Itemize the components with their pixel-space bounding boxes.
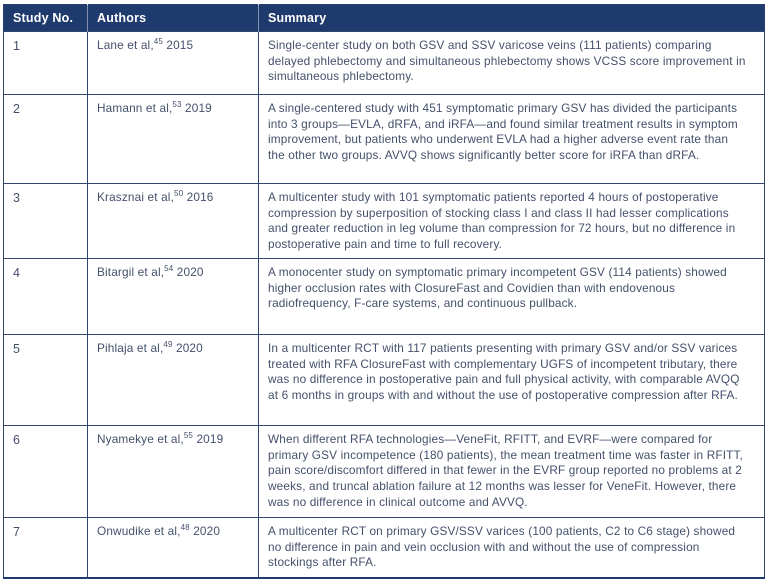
authors-cell: Hamann et al,53 2019	[87, 94, 259, 184]
study-no-cell: 5	[3, 334, 88, 427]
author-year: 2015	[162, 38, 194, 52]
author-name: Nyamekye et al,	[97, 432, 184, 447]
study-summary-table: Study No. Authors Summary 1 Lane et al,4…	[3, 4, 765, 579]
reference-superscript: 53	[172, 100, 182, 110]
study-no-cell: 1	[3, 31, 88, 95]
table-row: 4 Bitargil et al,54 2020 A monocenter st…	[3, 258, 765, 336]
study-no-cell: 3	[3, 182, 88, 260]
summary-cell: A multicenter RCT on primary GSV/SSV var…	[258, 517, 765, 579]
authors-cell: Pihlaja et al,49 2020	[87, 334, 259, 427]
authors-cell: Onwudike et al,48 2020	[87, 517, 259, 579]
reference-superscript: 49	[163, 340, 173, 350]
author-name: Onwudike et al,	[97, 524, 181, 539]
study-no-cell: 2	[3, 94, 88, 184]
authors-cell: Lane et al,45 2015	[87, 31, 259, 95]
author-year: 2020	[173, 265, 204, 280]
table-body: 1 Lane et al,45 2015 Single-center study…	[3, 31, 765, 579]
reference-superscript: 55	[183, 431, 194, 441]
table-row: 7 Onwudike et al,48 2020 A multicenter R…	[3, 517, 765, 579]
authors-cell: Nyamekye et al,55 2019	[87, 425, 259, 519]
author-year: 2016	[183, 190, 214, 204]
header-row: Study No. Authors Summary	[3, 4, 765, 32]
author-year: 2020	[189, 524, 221, 539]
table-row: 3 Krasznai et al,50 2016 A multicenter s…	[3, 182, 765, 260]
summary-cell: A single-centered study with 451 symptom…	[258, 94, 765, 184]
author-name: Lane et al,	[97, 38, 154, 52]
summary-cell: A multicenter study with 101 symptomatic…	[258, 182, 765, 260]
author-name: Krasznai et al,	[97, 190, 175, 204]
study-no-cell: 6	[3, 425, 88, 519]
author-year: 2020	[172, 341, 203, 356]
author-name: Hamann et al,	[97, 101, 173, 115]
reference-superscript: 48	[180, 523, 190, 533]
study-no-cell: 7	[3, 517, 88, 579]
col-header-summary: Summary	[258, 4, 765, 32]
table-row: 6 Nyamekye et al,55 2019 When different …	[3, 425, 765, 519]
col-header-study-no: Study No.	[3, 4, 88, 32]
table-row: 2 Hamann et al,53 2019 A single-centered…	[3, 94, 765, 184]
table-row: 5 Pihlaja et al,49 2020 In a multicenter…	[3, 334, 765, 427]
summary-cell: In a multicenter RCT with 117 patients p…	[258, 334, 765, 427]
summary-cell: When different RFA technologies—VeneFit,…	[258, 425, 765, 519]
summary-cell: A monocenter study on symptomatic primar…	[258, 258, 765, 336]
author-name: Pihlaja et al,	[97, 341, 164, 356]
authors-cell: Bitargil et al,54 2020	[87, 258, 259, 336]
reference-superscript: 50	[174, 189, 184, 199]
summary-cell: Single-center study on both GSV and SSV …	[258, 31, 765, 95]
author-year: 2019	[193, 432, 224, 447]
reference-superscript: 54	[164, 264, 174, 274]
table-header: Study No. Authors Summary	[3, 4, 765, 32]
col-header-authors: Authors	[87, 4, 259, 32]
table-row: 1 Lane et al,45 2015 Single-center study…	[3, 31, 765, 95]
reference-superscript: 45	[153, 37, 163, 47]
author-year: 2019	[181, 101, 212, 115]
authors-cell: Krasznai et al,50 2016	[87, 182, 259, 260]
author-name: Bitargil et al,	[97, 265, 165, 280]
study-no-cell: 4	[3, 258, 88, 336]
